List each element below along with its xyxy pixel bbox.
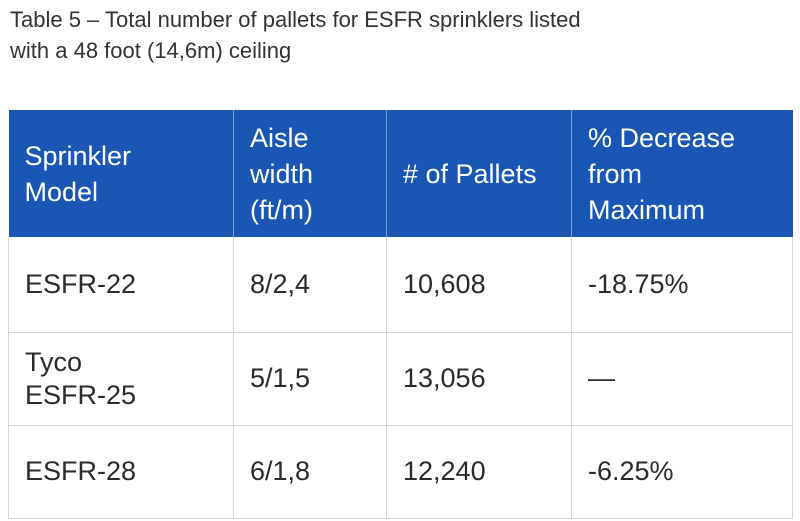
- pallets-table: Sprinkler Model Aisle width (ft/m) # of …: [8, 110, 793, 519]
- cell-pallets: 10,608: [386, 237, 572, 333]
- header-aisle-width: Aisle width (ft/m): [233, 110, 387, 237]
- cell-model: ESFR-28: [8, 425, 234, 519]
- caption-line-1: Table 5 – Total number of pallets for ES…: [10, 7, 581, 32]
- table-row: ESFR-22 8/2,4 10,608 -18.75%: [8, 237, 793, 333]
- cell-aisle: 5/1,5: [233, 332, 387, 426]
- cell-model: ESFR-22: [8, 237, 234, 333]
- cell-pallets: 13,056: [386, 332, 572, 426]
- cell-decrease: -6.25%: [571, 425, 793, 519]
- table-row: ESFR-28 6/1,8 12,240 -6.25%: [8, 425, 793, 519]
- header-row: Sprinkler Model Aisle width (ft/m) # of …: [8, 110, 793, 237]
- table-row: Tyco ESFR-25 5/1,5 13,056 —: [8, 332, 793, 426]
- cell-decrease: —: [571, 332, 793, 426]
- table-caption: Table 5 – Total number of pallets for ES…: [10, 4, 770, 66]
- header-percent-decrease: % Decrease from Maximum: [571, 110, 793, 237]
- cell-model: Tyco ESFR-25: [8, 332, 234, 426]
- header-pallets: # of Pallets: [386, 110, 572, 237]
- cell-pallets: 12,240: [386, 425, 572, 519]
- cell-aisle: 8/2,4: [233, 237, 387, 333]
- caption-line-2: with a 48 foot (14,6m) ceiling: [10, 38, 292, 63]
- header-sprinkler-model: Sprinkler Model: [8, 110, 234, 237]
- cell-aisle: 6/1,8: [233, 425, 387, 519]
- cell-decrease: -18.75%: [571, 237, 793, 333]
